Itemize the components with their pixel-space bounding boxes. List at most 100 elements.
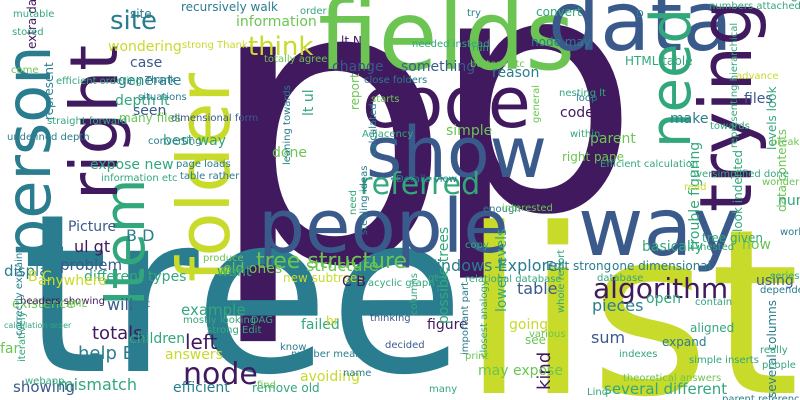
cloud-word: mutable bbox=[13, 9, 55, 20]
cloud-word: Adjacency bbox=[362, 129, 414, 140]
cloud-word: really bbox=[760, 345, 788, 356]
cloud-word: old ones bbox=[223, 261, 283, 277]
cloud-word: calculated bbox=[368, 103, 379, 155]
cloud-word: contain bbox=[695, 297, 733, 308]
cloud-word: mostly looking bbox=[183, 315, 257, 326]
cloud-word: strong Edit bbox=[207, 325, 262, 336]
cloud-word: D bbox=[636, 9, 644, 20]
cloud-word: order bbox=[300, 6, 327, 17]
cloud-word: webapp bbox=[25, 376, 65, 387]
cloud-word: fields bbox=[318, 0, 576, 92]
cloud-word: help E bbox=[78, 343, 135, 364]
cloud-word: read bbox=[684, 182, 707, 193]
cloud-word: many files bbox=[119, 111, 182, 125]
cloud-word: far bbox=[0, 341, 20, 357]
cloud-word: may expose bbox=[478, 363, 563, 379]
cloud-word: work bbox=[780, 227, 800, 238]
cloud-word: lt N bbox=[341, 34, 362, 48]
cloud-word: convert bbox=[536, 5, 582, 19]
cloud-word: avoiding bbox=[300, 369, 360, 385]
cloud-word: acyclic graph bbox=[368, 278, 435, 289]
cloud-word: HTML table bbox=[625, 54, 693, 68]
cloud-word: close folders bbox=[364, 75, 428, 86]
cloud-word: recursively walk bbox=[181, 0, 278, 14]
cloud-word: left bbox=[185, 330, 218, 354]
cloud-word: problem bbox=[60, 256, 123, 274]
cloud-word: converting bbox=[148, 136, 202, 147]
cloud-word: files bbox=[744, 91, 773, 107]
cloud-word: B D bbox=[126, 226, 155, 245]
cloud-word: undefined depth bbox=[7, 132, 90, 143]
cloud-word: DAG bbox=[251, 315, 273, 326]
cloud-word: code bbox=[362, 62, 531, 144]
cloud-word: XML bbox=[66, 299, 88, 310]
cloud-word: reason bbox=[492, 65, 540, 81]
cloud-word: C B bbox=[342, 274, 366, 290]
cloud-word: right pane bbox=[562, 150, 624, 164]
cloud-word: node bbox=[183, 357, 258, 392]
cloud-word: loop bbox=[576, 93, 598, 104]
cloud-word: need bbox=[348, 190, 359, 215]
cloud-word: table rather bbox=[180, 171, 240, 182]
cloud-word: basically bbox=[642, 239, 703, 255]
cloud-word: algorithm bbox=[593, 272, 729, 305]
cloud-word: Thank bbox=[145, 75, 176, 86]
cloud-word: extra data bbox=[25, 0, 39, 49]
cloud-word: p bbox=[430, 0, 640, 287]
cloud-word: make bbox=[670, 111, 709, 127]
cloud-word: needed instead bbox=[412, 39, 490, 50]
cloud-word: starts bbox=[371, 94, 400, 105]
cloud-word: people bbox=[258, 184, 509, 270]
cloud-word: now bbox=[742, 237, 771, 253]
cloud-word: totally agree bbox=[264, 54, 328, 65]
cloud-word: different types bbox=[84, 269, 187, 285]
cloud-word: indexes bbox=[619, 349, 658, 360]
cloud-word: decided bbox=[385, 340, 425, 351]
cloud-word: list bbox=[462, 181, 800, 400]
cloud-word: code id bbox=[560, 105, 611, 121]
cloud-word: calculation order bbox=[4, 321, 72, 330]
cloud-word: come bbox=[11, 65, 39, 76]
cloud-word: pieces bbox=[592, 296, 644, 315]
cloud-word: ul gt bbox=[74, 237, 111, 256]
cloud-word: table bbox=[517, 279, 558, 298]
cloud-word: site bbox=[110, 6, 157, 36]
cloud-word: sum bbox=[591, 328, 626, 347]
cloud-word: node may bbox=[531, 35, 591, 49]
cloud-word: seen bbox=[133, 103, 167, 119]
cloud-word: open bbox=[646, 291, 681, 307]
cloud-word: try bbox=[467, 8, 481, 19]
cloud-word: mismatch bbox=[58, 375, 137, 394]
cloud-word: data bbox=[548, 0, 733, 70]
cloud-word: theoretical answers bbox=[623, 373, 722, 384]
cloud-word: headers showing bbox=[20, 296, 105, 307]
cloud-word: strong Thank bbox=[182, 40, 248, 51]
cloud-word: example bbox=[181, 301, 246, 319]
cloud-word: parent bbox=[590, 131, 636, 147]
cloud-word: enough bbox=[483, 204, 521, 215]
cloud-word: towards bbox=[710, 121, 750, 132]
cloud-word: br bbox=[326, 314, 339, 328]
cloud-word: answers bbox=[165, 347, 223, 363]
cloud-word: bottom etc bbox=[470, 59, 525, 70]
cloud-word: best way bbox=[163, 133, 227, 149]
cloud-word: information etc bbox=[101, 173, 178, 184]
cloud-word: children bbox=[129, 331, 186, 347]
cloud-word: need bbox=[639, 8, 704, 148]
cloud-word: situations bbox=[138, 92, 187, 103]
cloud-word: think bbox=[248, 32, 314, 62]
cloud-word: expand bbox=[662, 335, 707, 349]
cloud-word: remove old bbox=[252, 381, 320, 395]
cloud-word: columns bbox=[409, 272, 420, 315]
cloud-word: name bbox=[343, 368, 372, 379]
cloud-word: simple inserts bbox=[689, 355, 759, 366]
cloud-word: relational database bbox=[465, 274, 562, 285]
cloud-word: database bbox=[597, 273, 644, 284]
cloud-word: important part bbox=[460, 281, 471, 355]
cloud-word: several different bbox=[604, 380, 728, 398]
cloud-word: failed bbox=[301, 317, 340, 333]
cloud-word: whole report bbox=[556, 249, 567, 313]
cloud-word: going bbox=[509, 317, 549, 333]
cloud-word: B C bbox=[28, 269, 52, 285]
